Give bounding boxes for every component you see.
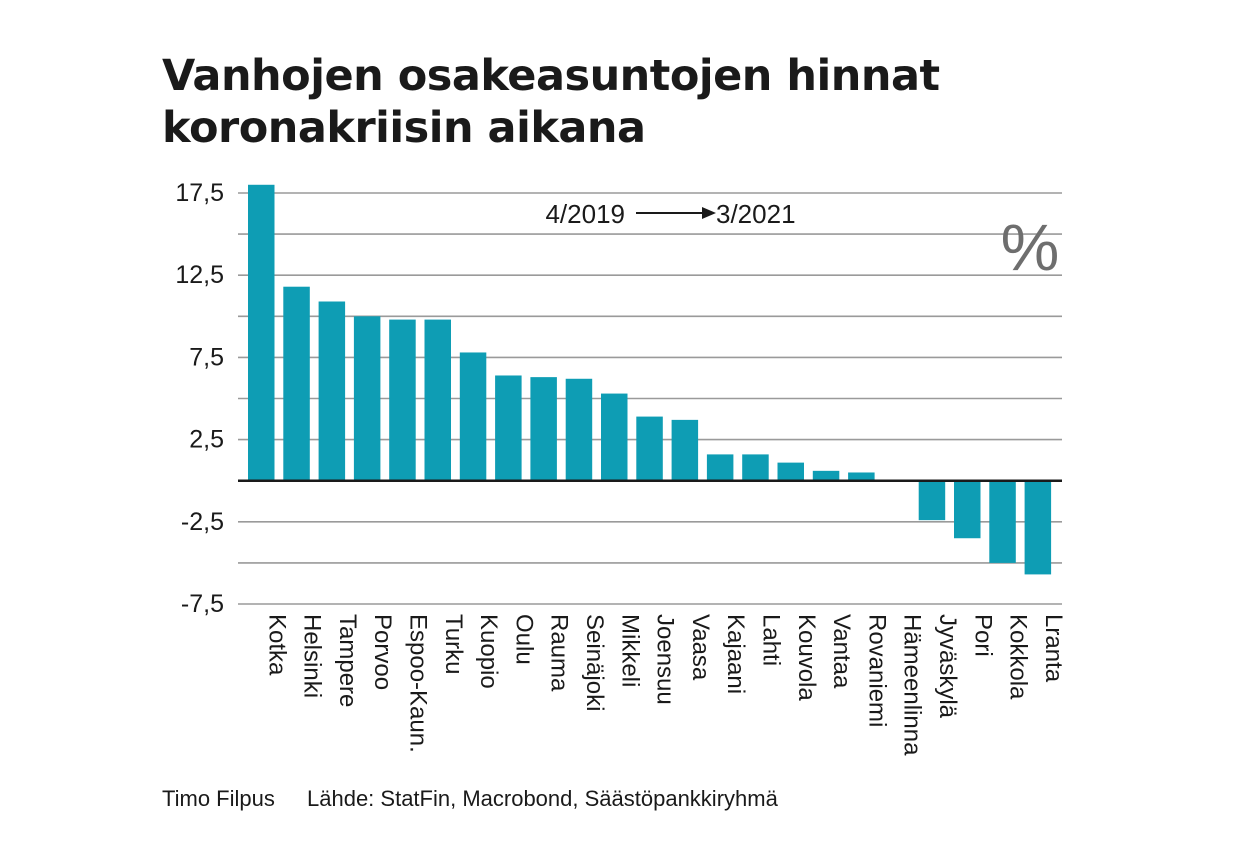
bar [918, 480, 946, 521]
bar [742, 454, 769, 481]
bar [954, 480, 981, 539]
bar [495, 375, 522, 481]
category-label: Kotka [263, 614, 290, 676]
y-tick-label: 17,5 [175, 179, 224, 207]
category-label: Kuopio [475, 614, 502, 689]
category-label: Rovaniemi [863, 614, 890, 727]
y-tick-label: -2,5 [181, 508, 224, 536]
y-tick-label: 12,5 [175, 261, 224, 289]
title-line-2: koronakriisin aikana [162, 103, 646, 153]
bar [601, 393, 628, 481]
arrow-right-icon [702, 207, 716, 219]
category-label: Hämeenlinna [899, 614, 926, 756]
bar [318, 301, 346, 481]
y-tick-label: 7,5 [189, 343, 224, 371]
category-label: Joensuu [652, 614, 679, 705]
category-label: Porvoo [369, 614, 396, 690]
bar [283, 286, 310, 481]
category-label: Mikkeli [616, 614, 643, 687]
category-label: Lranta [1040, 614, 1067, 683]
period-to: 3/2021 [716, 199, 796, 229]
category-label: Seinäjoki [581, 614, 608, 711]
bar [671, 419, 699, 481]
footer-author: Timo Filpus [162, 786, 275, 811]
bar [1024, 480, 1052, 575]
category-label: Oulu [510, 614, 537, 665]
chart-title: Vanhojen osakeasuntojen hinnat koronakri… [162, 50, 1062, 154]
y-tick-label: -7,5 [181, 590, 224, 618]
category-label: Kouvola [793, 614, 820, 701]
category-label: Kajaani [722, 614, 749, 694]
bar [989, 480, 1016, 563]
category-label: Vantaa [828, 614, 855, 689]
category-label: Helsinki [299, 614, 326, 698]
bar [848, 472, 875, 481]
bar [424, 319, 451, 481]
category-label: Vaasa [687, 614, 714, 681]
period-from: 4/2019 [545, 199, 625, 229]
bar [530, 377, 557, 481]
percent-unit: % [1001, 210, 1060, 284]
footer-source: Lähde: StatFin, Macrobond, Säästöpankkir… [307, 786, 778, 811]
bar [565, 378, 593, 481]
category-label: Turku [440, 614, 467, 674]
bar [353, 316, 381, 481]
bars [248, 184, 1052, 575]
title-line-1: Vanhojen osakeasuntojen hinnat [162, 51, 940, 101]
footer: Timo Filpus Lähde: StatFin, Macrobond, S… [162, 786, 804, 812]
category-label: Espoo-Kaun. [404, 614, 431, 753]
y-tick-label: 2,5 [189, 426, 224, 454]
category-label: Lahti [757, 614, 784, 666]
category-label: Kokkola [1005, 614, 1032, 700]
category-label: Pori [969, 614, 996, 657]
category-label: Tampere [334, 614, 361, 707]
period-annotation: 4/2019 3/2021 [545, 199, 795, 229]
bar [459, 352, 487, 481]
bar [777, 462, 804, 481]
bar [812, 470, 840, 481]
bar [706, 454, 734, 481]
bar [248, 184, 275, 481]
y-tick-labels: -7,5 -2,5 2,5 7,5 12,5 17,5 [175, 179, 224, 618]
category-label: Jyväskylä [934, 614, 961, 719]
category-labels: Kotka Helsinki Tampere Porvoo Espoo-Kaun. Tur… [263, 614, 1067, 756]
bar [389, 319, 416, 481]
category-label: Rauma [546, 614, 573, 692]
bar [636, 416, 663, 481]
